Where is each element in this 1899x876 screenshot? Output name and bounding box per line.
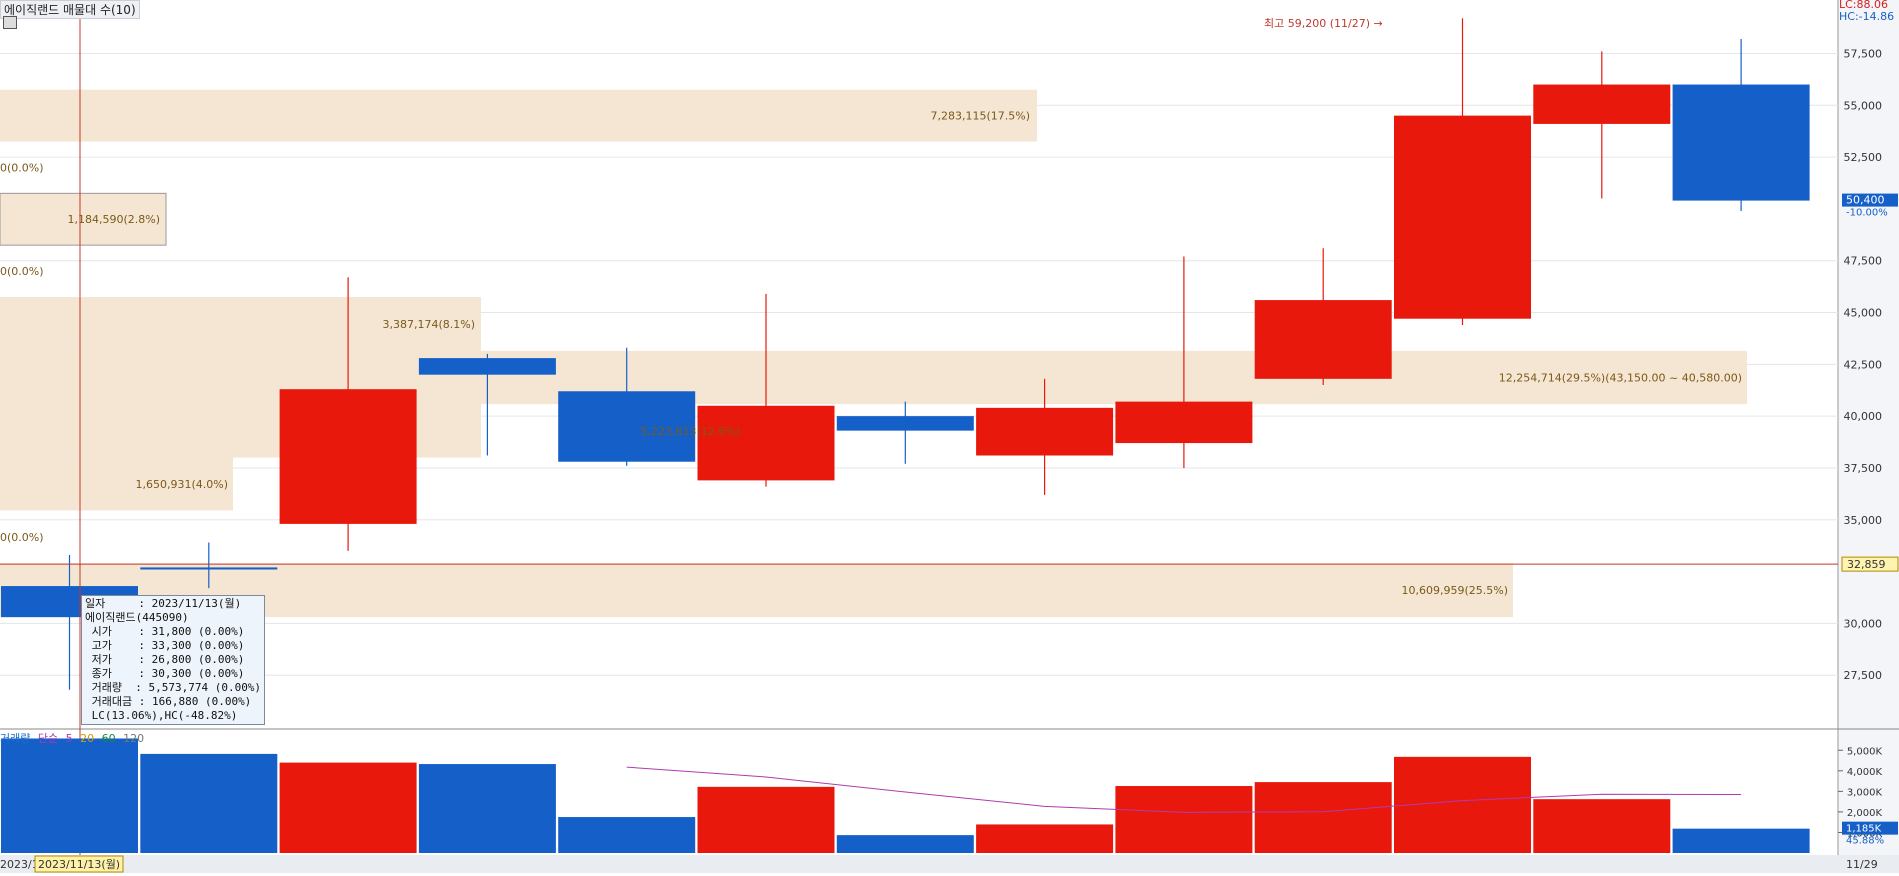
- ma-period[interactable]: 5: [65, 732, 73, 745]
- price-tick-label: 37,500: [1844, 462, 1883, 475]
- data-tooltip: 일자 : 2023/11/13(월) 에이직랜드(445090) 시가 : 31…: [81, 595, 265, 725]
- price-tick-label: 52,500: [1844, 151, 1883, 164]
- tooltip-line: 고가 : 33,300 (0.00%): [85, 639, 245, 652]
- candle-body: [279, 389, 417, 524]
- volume-current-box: [1842, 821, 1898, 835]
- candle-body: [1533, 84, 1671, 124]
- volume-bar: [558, 817, 696, 853]
- cursor-price-box: [1841, 556, 1899, 572]
- candle-body: [697, 405, 835, 481]
- price-tick-label: 40,000: [1844, 410, 1883, 423]
- volume-profile-label: 0(0.0%): [0, 265, 44, 278]
- axis-panel: [1838, 0, 1899, 873]
- date-axis-left: 2023/1: [0, 858, 39, 871]
- volume-profile-label: 12,254,714(29.5%)(43,150.00 ~ 40,580.00): [1499, 371, 1742, 384]
- volume-profile-label: 5,223,613(12.6%): [640, 425, 740, 438]
- volume-profile-label: 0(0.0%): [0, 531, 44, 544]
- volume-tick-label: 4,000K: [1847, 767, 1883, 778]
- ma5-line: [626, 766, 1742, 813]
- tooltip-line: 거래대금 : 166,880 (0.00%): [85, 695, 252, 708]
- candle-body: [1394, 115, 1531, 319]
- volume-profile-bar: [0, 193, 166, 246]
- volume-bar: [140, 753, 278, 853]
- high-annotation: 최고 59,200 (11/27) →: [1264, 17, 1383, 30]
- candle-body: [558, 391, 696, 462]
- volume-profile-outline: [0, 192, 167, 246]
- price-tick-label: 47,500: [1844, 255, 1883, 268]
- volume-bar: [1254, 782, 1392, 853]
- volume-profile-bar: [0, 89, 1037, 142]
- lc-indicator: LC:88.06: [1839, 0, 1888, 11]
- price-tick-label: 30,000: [1844, 617, 1883, 630]
- candle-body: [1254, 300, 1392, 379]
- volume-tick-label: 5,000K: [1847, 746, 1883, 757]
- volume-profile-bar: [0, 457, 233, 511]
- date-axis-bar: [0, 855, 1899, 873]
- current-price-label: 50,400: [1846, 194, 1885, 207]
- tooltip-line: 에이직랜드(445090): [85, 611, 189, 624]
- tooltip-line: 종가 : 30,300 (0.00%): [85, 667, 245, 680]
- price-tick-label: 42,500: [1844, 358, 1883, 371]
- ma-period[interactable]: 60: [101, 732, 116, 745]
- date-cursor-label: 2023/11/13(월): [38, 858, 120, 871]
- price-tick-label: 45,000: [1844, 307, 1883, 320]
- candle-body: [418, 358, 556, 375]
- volume-profile-label: 7,283,115(17.5%): [930, 110, 1030, 123]
- volume-value-label: 1,184,590주(45.88%): [2, 743, 119, 756]
- volume-bar: [418, 764, 556, 853]
- current-pct-label: -10.00%: [1846, 208, 1888, 219]
- tooltip-line: 거래량 : 5,573,774 (0.00%): [85, 681, 262, 694]
- volume-legend: 거래량 단순 5 20 60 120: [0, 730, 148, 746]
- price-tick-label: 57,500: [1844, 47, 1883, 60]
- volume-profile-label: 1,184,590(2.8%): [67, 213, 160, 226]
- candle-body: [1672, 84, 1810, 201]
- volume-profile-label: 0(0.0%): [0, 161, 44, 174]
- hc-indicator: HC:-14.86: [1839, 10, 1894, 23]
- volume-bar: [1533, 799, 1671, 853]
- date-cursor-box: [34, 855, 124, 873]
- volume-bar: [976, 824, 1114, 853]
- calendar-icon[interactable]: [3, 16, 17, 29]
- ma-period[interactable]: 120: [123, 732, 145, 745]
- cursor-price-label: 32,859: [1847, 558, 1886, 571]
- volume-tick-label: 2,000K: [1847, 808, 1883, 819]
- current-price-box: [1842, 193, 1898, 207]
- volume-pct-label: 45.88%: [1846, 836, 1884, 847]
- volume-bar: [1672, 828, 1810, 853]
- candle-body: [140, 567, 278, 570]
- volume-bar: [1394, 756, 1531, 853]
- tooltip-line: 시가 : 31,800 (0.00%): [85, 625, 245, 638]
- ma-period[interactable]: 20: [80, 732, 95, 745]
- volume-tick-label: 3,000K: [1847, 787, 1883, 798]
- volume-bar: [1115, 786, 1253, 853]
- volume-current-label: 1,185K: [1846, 824, 1882, 835]
- tooltip-line: 일자 : 2023/11/13(월): [85, 597, 242, 610]
- volume-bar: [279, 762, 417, 853]
- tooltip-line: 저가 : 26,800 (0.00%): [85, 653, 245, 666]
- volume-profile-label: 10,609,959(25.5%): [1401, 584, 1508, 597]
- tooltip-line: LC(13.06%),HC(-48.82%): [85, 709, 238, 722]
- volume-profile-label: 1,650,931(4.0%): [135, 478, 228, 491]
- candle-body: [1115, 401, 1253, 444]
- price-tick-label: 55,000: [1844, 99, 1883, 112]
- price-tick-label: 35,000: [1844, 514, 1883, 527]
- date-axis-right: 11/29: [1846, 858, 1878, 871]
- chart-title: 에이직랜드 매물대 수(10): [0, 0, 140, 19]
- volume-bar: [697, 786, 835, 853]
- volume-bar: [836, 835, 974, 853]
- volume-legend-name[interactable]: 거래량: [0, 732, 31, 745]
- volume-bar: [1, 738, 138, 853]
- volume-profile-label: 3,387,174(8.1%): [382, 318, 475, 331]
- price-tick-label: 27,500: [1844, 669, 1883, 682]
- candle-body: [836, 416, 974, 431]
- ma-label[interactable]: 단순: [37, 732, 59, 745]
- candle-body: [976, 407, 1114, 456]
